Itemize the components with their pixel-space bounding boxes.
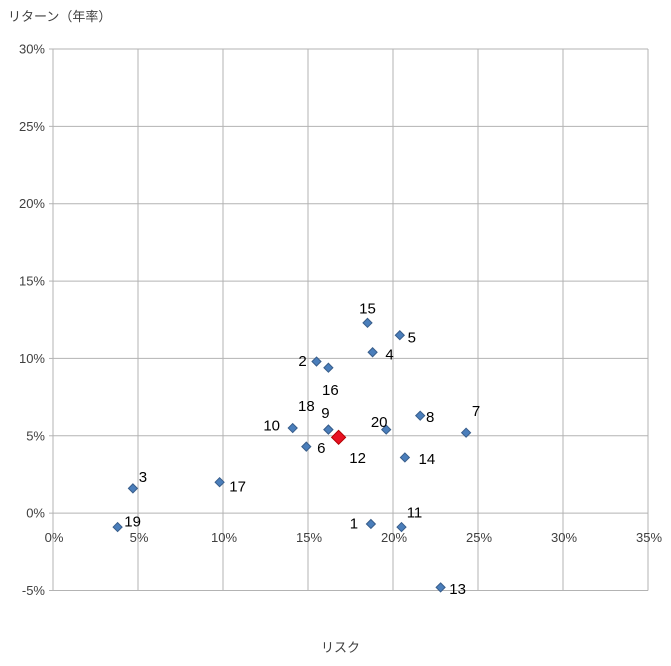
x-axis-tick-label: 30% bbox=[551, 530, 577, 545]
point-label-13: 13 bbox=[449, 581, 466, 598]
data-point-18 bbox=[323, 424, 334, 435]
data-point-14 bbox=[399, 452, 411, 463]
data-point-15 bbox=[362, 317, 373, 329]
point-label-10: 10 bbox=[263, 418, 280, 435]
y-axis-tick-label: 5% bbox=[26, 428, 45, 443]
data-point-1 bbox=[365, 518, 377, 530]
y-axis-tick-label: 15% bbox=[19, 274, 45, 289]
point-label-11: 11 bbox=[407, 505, 423, 522]
x-axis-tick-label: 0% bbox=[45, 530, 64, 545]
y-axis-title: リターン（年率） bbox=[8, 9, 112, 24]
point-label-14: 14 bbox=[419, 451, 436, 468]
y-axis-tick-label: 20% bbox=[19, 196, 45, 211]
data-point-16 bbox=[323, 362, 334, 373]
y-axis-tick-label: 30% bbox=[19, 42, 45, 57]
x-axis-tick-label: 15% bbox=[296, 530, 322, 545]
x-axis-tick-label: 20% bbox=[381, 530, 407, 545]
data-point-6 bbox=[301, 441, 312, 452]
point-label-17: 17 bbox=[229, 479, 246, 496]
x-axis-tick-label: 25% bbox=[466, 530, 492, 545]
point-label-8: 8 bbox=[426, 409, 434, 426]
point-label-5: 5 bbox=[408, 330, 416, 347]
data-point-20 bbox=[380, 424, 392, 435]
y-axis-tick-label: 0% bbox=[26, 506, 45, 521]
data-point-2 bbox=[311, 356, 322, 367]
point-label-16: 16 bbox=[322, 382, 339, 399]
data-point-3 bbox=[127, 483, 139, 494]
data-point-11 bbox=[396, 521, 407, 533]
data-point-17 bbox=[214, 476, 225, 488]
x-axis-tick-label: 10% bbox=[211, 530, 237, 545]
point-label-3: 3 bbox=[139, 469, 147, 486]
point-label-12: 12 bbox=[349, 450, 366, 467]
point-label-9: 9 bbox=[321, 405, 329, 422]
point-label-6: 6 bbox=[317, 440, 325, 457]
point-label-18: 18 bbox=[298, 398, 315, 415]
data-point-10 bbox=[287, 422, 298, 434]
data-point-12 bbox=[330, 429, 347, 446]
point-label-20: 20 bbox=[371, 414, 388, 431]
y-axis-tick-label: 10% bbox=[19, 351, 45, 366]
point-label-1: 1 bbox=[350, 515, 358, 532]
x-axis-title: リスク bbox=[320, 640, 360, 655]
data-point-4 bbox=[367, 347, 378, 358]
data-point-7 bbox=[460, 427, 472, 438]
y-axis-tick-label: -5% bbox=[22, 583, 46, 598]
point-label-2: 2 bbox=[298, 353, 306, 370]
data-point-5 bbox=[394, 330, 406, 341]
point-label-15: 15 bbox=[359, 300, 376, 317]
y-axis-tick-label: 25% bbox=[19, 119, 45, 134]
x-axis-tick-label: 5% bbox=[130, 530, 149, 545]
data-point-19 bbox=[112, 521, 123, 533]
data-point-8 bbox=[414, 410, 426, 421]
data-point-13 bbox=[435, 582, 446, 593]
point-label-4: 4 bbox=[385, 347, 393, 364]
point-label-7: 7 bbox=[472, 403, 480, 420]
x-axis-tick-label: 35% bbox=[636, 530, 662, 545]
point-label-19: 19 bbox=[124, 514, 141, 531]
